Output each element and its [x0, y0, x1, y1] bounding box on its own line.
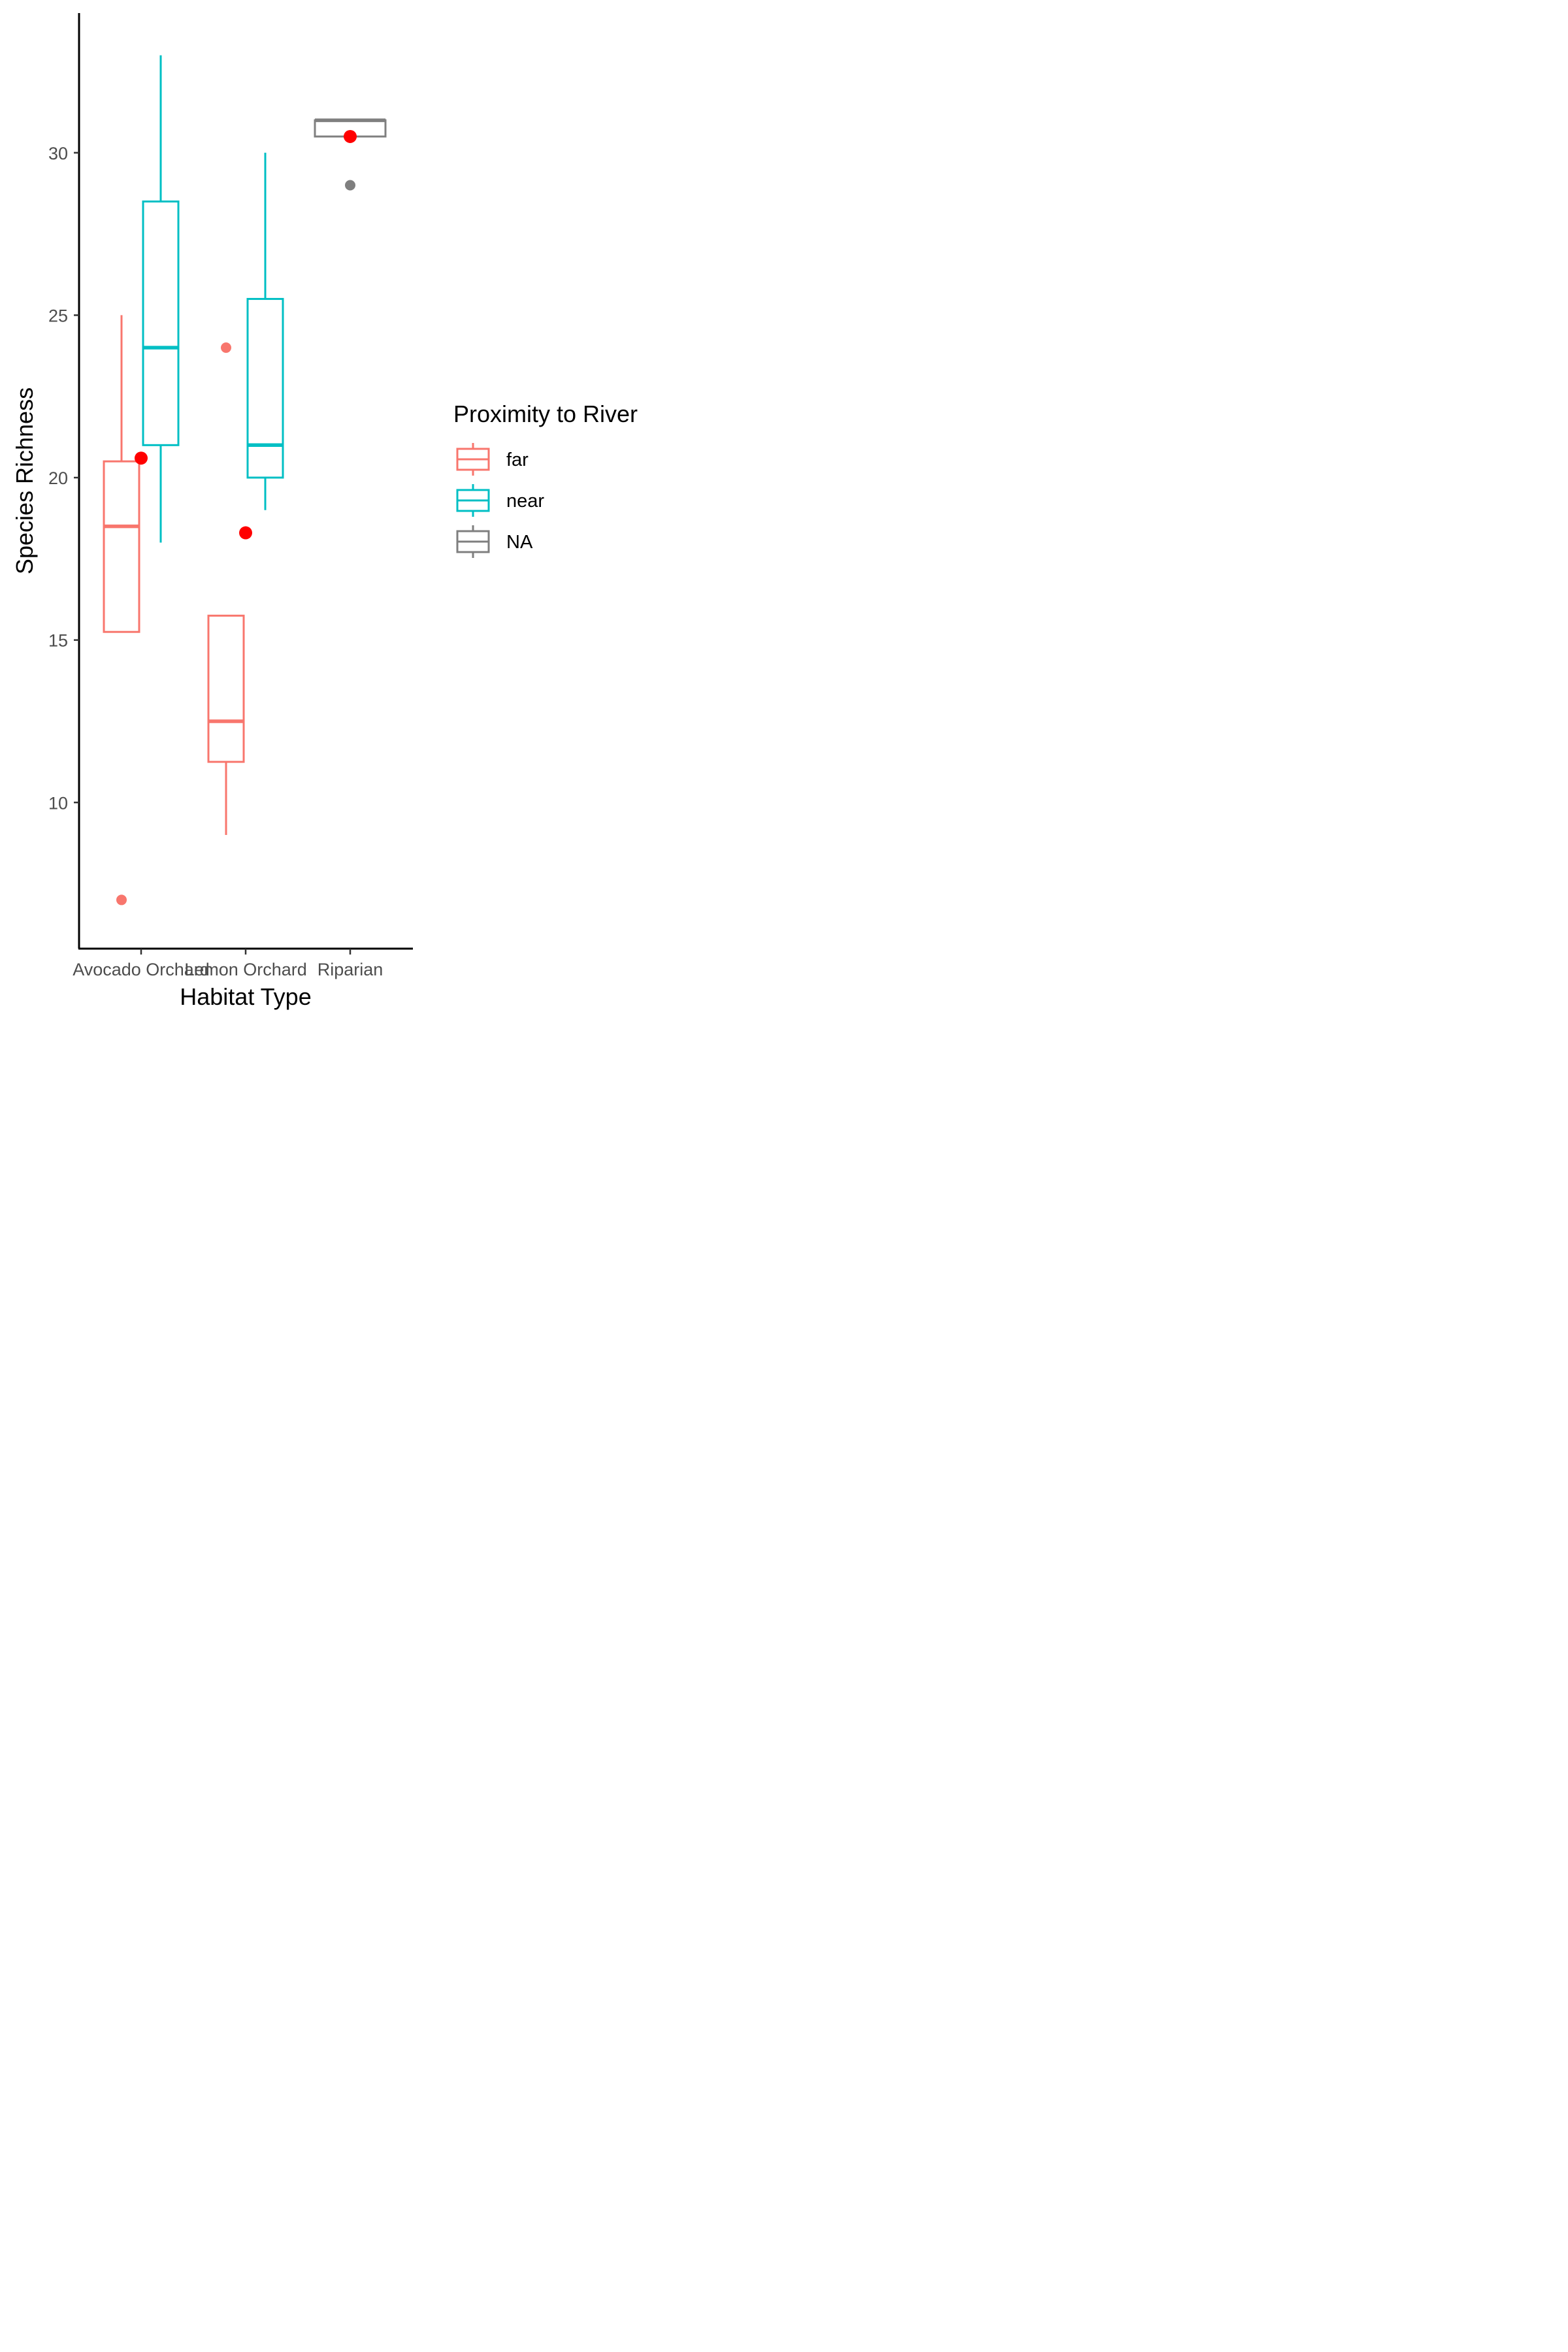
box-body: [246, 298, 284, 479]
legend-label: far: [506, 449, 529, 470]
y-axis-ticks: 10 15 20 25 30: [48, 144, 79, 813]
y-tick-label: 30: [48, 144, 68, 163]
legend-title: Proximity to River: [453, 400, 638, 427]
legend-label: NA: [506, 532, 533, 553]
outlier-point: [345, 180, 355, 191]
legend: Proximity to River far near NA: [453, 400, 638, 558]
mean-point: [344, 129, 357, 143]
y-tick-label: 20: [48, 468, 68, 488]
box-far-avocado-orchard: [103, 315, 140, 906]
y-tick-label: 25: [48, 306, 68, 325]
box-body: [142, 200, 180, 446]
outlier-point: [221, 342, 231, 353]
box-body: [103, 460, 140, 633]
legend-item-near: near: [456, 484, 544, 517]
box-body: [207, 614, 245, 763]
x-tick-label: Lemon Orchard: [184, 960, 307, 979]
outlier-point: [116, 894, 127, 906]
legend-item-na: NA: [456, 525, 533, 558]
y-axis-title: Species Richness: [11, 387, 38, 574]
mean-point: [135, 451, 148, 465]
mean-point: [239, 526, 252, 540]
box-near-lemon-orchard: [246, 152, 284, 510]
y-tick-label: 15: [48, 631, 68, 651]
box-far-lemon-orchard: [207, 342, 245, 835]
x-axis-title: Habitat Type: [180, 983, 311, 1010]
plot-area: [103, 55, 387, 906]
x-tick-label: Riparian: [318, 960, 384, 979]
x-tick-label: Avocado Orchard: [73, 960, 210, 979]
box-near-avocado-orchard: [142, 55, 180, 543]
y-tick-label: 10: [48, 793, 68, 813]
legend-item-far: far: [456, 443, 529, 476]
legend-label: near: [506, 491, 544, 512]
